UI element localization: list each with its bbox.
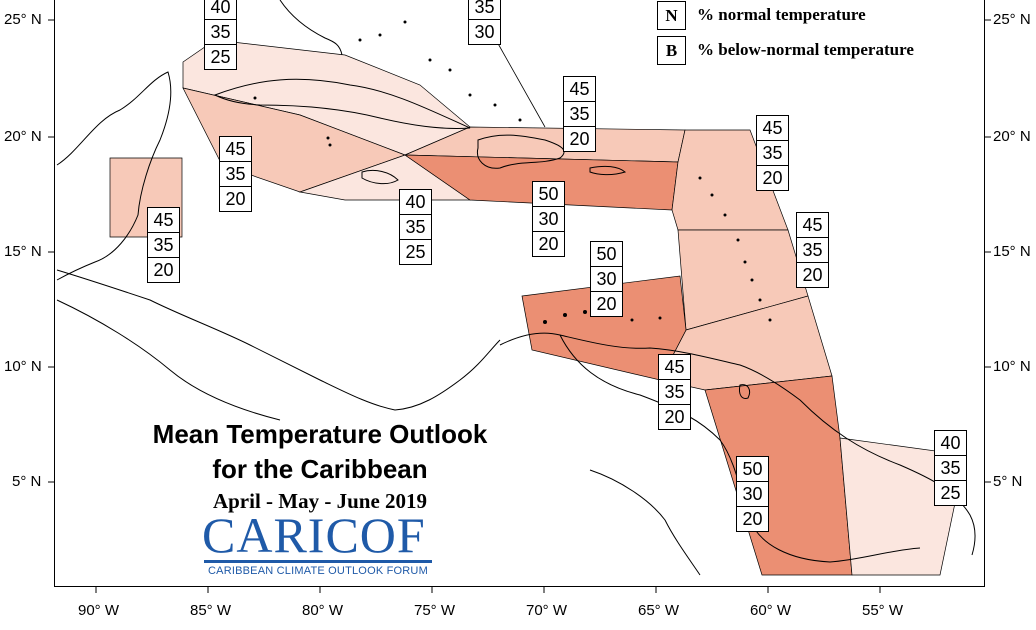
lat-label-10n-left: 10° N <box>4 358 42 375</box>
prob-normal: 30 <box>737 482 768 507</box>
prob-box-trinidad: 45 35 20 <box>658 354 691 430</box>
lon-label-70w: 70° W <box>526 602 568 619</box>
legend-label-below: % below-normal temperature <box>697 40 914 59</box>
prob-box-bahamas-east: 35 30 <box>468 0 501 45</box>
lat-label-5n-left: 5° N <box>12 473 42 490</box>
prob-below: 20 <box>664 407 685 427</box>
lat-label-25n-left: 25° N <box>4 11 42 28</box>
legend-key-normal: N <box>657 1 686 30</box>
caricof-logo: CARICOF <box>202 507 426 563</box>
legend-label-normal: % normal temperature <box>697 5 866 24</box>
prob-box-cuba: 45 35 20 <box>219 136 252 212</box>
prob-below: 25 <box>210 47 231 67</box>
prob-box-leeward-north: 45 35 20 <box>756 115 789 191</box>
region-french-guiana <box>839 437 966 576</box>
prob-below: 20 <box>153 260 174 280</box>
prob-normal: 35 <box>757 141 788 166</box>
prob-below: 20 <box>596 294 617 314</box>
prob-below: 20 <box>742 509 763 529</box>
lon-label-60w: 60° W <box>750 602 792 619</box>
prob-above: 45 <box>220 137 251 162</box>
lat-label-20n-left: 20° N <box>4 128 42 145</box>
coast-central-america <box>56 269 501 411</box>
leader-line <box>495 39 546 128</box>
lon-label-75w: 75° W <box>414 602 456 619</box>
prob-normal: 35 <box>205 20 236 45</box>
prob-above: 45 <box>659 355 690 380</box>
prob-box-jamaica: 40 35 25 <box>399 189 432 265</box>
prob-above: 40 <box>935 431 966 456</box>
caricof-logo-subtitle: CARIBBEAN CLIMATE OUTLOOK FORUM <box>208 565 428 577</box>
map-frame <box>54 0 985 587</box>
lat-label-10n-right: 10° N <box>993 358 1031 375</box>
prob-above: 50 <box>591 242 622 267</box>
prob-normal: 35 <box>148 233 179 258</box>
logo-underline <box>204 560 432 563</box>
prob-above: 45 <box>564 77 595 102</box>
lat-label-20n-right: 20° N <box>993 128 1031 145</box>
lat-label-15n-left: 15° N <box>4 243 42 260</box>
prob-box-hispaniola: 50 30 20 <box>532 181 565 257</box>
coast-central-america-pacific <box>56 299 281 421</box>
lon-label-90w: 90° W <box>78 602 120 619</box>
prob-box-leeward-south: 45 35 20 <box>796 212 829 288</box>
prob-box-french-guiana: 40 35 25 <box>934 430 967 506</box>
coast-yucatan <box>56 71 172 281</box>
prob-normal: 35 <box>220 162 251 187</box>
prob-box-abc-islands: 50 30 20 <box>590 241 623 317</box>
prob-normal: 35 <box>564 102 595 127</box>
prob-below: 20 <box>762 168 783 188</box>
prob-above: 45 <box>148 208 179 233</box>
prob-box-guyana: 50 30 20 <box>736 456 769 532</box>
prob-box-bahamas-west: 40 35 25 <box>204 0 237 70</box>
lat-label-5n-right: 5° N <box>993 473 1023 490</box>
prob-normal: 35 <box>797 238 828 263</box>
prob-normal: 30 <box>533 207 564 232</box>
prob-below: 20 <box>538 234 559 254</box>
coast-hispaniola <box>476 134 565 169</box>
prob-below: 25 <box>940 483 961 503</box>
prob-above: 50 <box>533 182 564 207</box>
coast-puerto-rico <box>589 165 627 176</box>
lon-label-85w: 85° W <box>190 602 232 619</box>
prob-box-turks-caicos: 45 35 20 <box>563 76 596 152</box>
prob-box-belize: 45 35 20 <box>147 207 180 283</box>
lon-label-65w: 65° W <box>638 602 680 619</box>
lon-label-55w: 55° W <box>862 602 904 619</box>
prob-normal: 35 <box>659 380 690 405</box>
coast-cuba <box>213 78 471 129</box>
axis-ticks <box>48 19 991 593</box>
prob-above: 45 <box>797 213 828 238</box>
lat-label-15n-right: 15° N <box>993 243 1031 260</box>
prob-normal: 35 <box>469 0 500 20</box>
legend-key-below: B <box>657 36 686 65</box>
prob-above: 40 <box>205 0 236 20</box>
small-islands <box>253 20 772 324</box>
prob-normal: 35 <box>935 456 966 481</box>
prob-below: 20 <box>802 265 823 285</box>
map-title-line1: Mean Temperature Outlook <box>152 419 488 449</box>
map-title-line2: for the Caribbean <box>212 454 428 484</box>
prob-above: 50 <box>737 457 768 482</box>
lat-label-25n-right: 25° N <box>993 11 1031 28</box>
prob-below: 20 <box>569 129 590 149</box>
coast-trinidad <box>739 384 751 399</box>
prob-above: 45 <box>757 116 788 141</box>
prob-above: 40 <box>400 190 431 215</box>
prob-normal: 30 <box>591 267 622 292</box>
prob-below: 25 <box>405 242 426 262</box>
lon-label-80w: 80° W <box>302 602 344 619</box>
prob-below: 20 <box>225 189 246 209</box>
prob-below: 30 <box>474 22 495 42</box>
coast-colombia-west <box>589 469 701 576</box>
outlook-regions <box>109 39 966 576</box>
prob-normal: 35 <box>400 215 431 240</box>
map-period: April - May - June 2019 <box>212 489 428 513</box>
coast-jamaica <box>361 169 399 185</box>
coast-florida <box>279 0 343 56</box>
